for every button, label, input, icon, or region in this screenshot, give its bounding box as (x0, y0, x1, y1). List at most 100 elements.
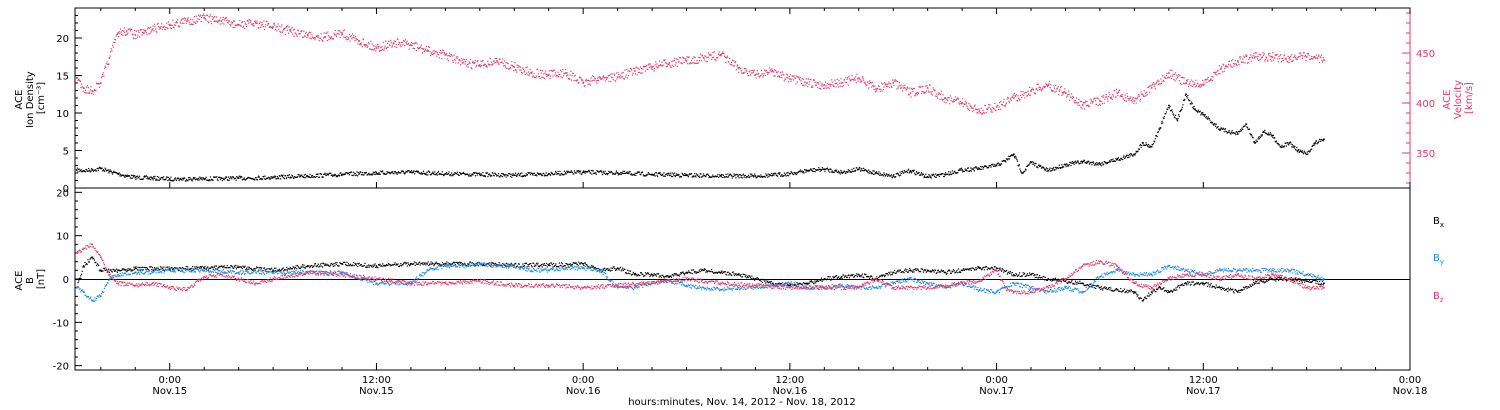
density-sample (1000, 163, 1003, 165)
density-sample (382, 170, 384, 172)
velocity-sample (241, 21, 243, 23)
velocity-sample (439, 51, 441, 54)
velocity-sample (521, 72, 523, 74)
density-sample (336, 175, 338, 177)
bx-sample (138, 266, 141, 269)
velocity-sample (198, 18, 200, 21)
density-sample (637, 171, 639, 173)
density-point (1297, 149, 1299, 152)
density-sample (916, 171, 918, 173)
velocity-sample (551, 70, 554, 72)
density-sample (1230, 131, 1233, 133)
velocity-sample (732, 59, 734, 61)
density-sample (1089, 162, 1091, 164)
density-sample (1298, 151, 1300, 153)
velocity-sample (1267, 60, 1269, 62)
density-sample (692, 175, 694, 177)
density-sample (856, 167, 858, 169)
bx-sample (262, 269, 264, 272)
bx-sample (557, 265, 559, 268)
velocity-sample (1099, 104, 1102, 106)
velocity-sample (174, 24, 176, 26)
velocity-sample (1095, 103, 1097, 105)
density-sample (831, 170, 833, 172)
velocity-sample (1162, 79, 1164, 82)
bx-sample (437, 262, 439, 265)
density-sample (682, 174, 684, 176)
density-sample (1213, 123, 1215, 125)
velocity-sample (303, 35, 306, 37)
density-sample (227, 179, 229, 181)
density-sample (908, 172, 910, 174)
bx-sample (449, 262, 451, 265)
velocity-sample (1204, 79, 1206, 81)
density-sample (871, 172, 873, 175)
velocity-sample (382, 48, 384, 50)
density-sample (167, 176, 170, 179)
velocity-point (754, 74, 757, 76)
velocity-sample (1066, 95, 1068, 97)
velocity-sample (91, 92, 93, 95)
bx-sample (535, 265, 537, 267)
velocity-sample (592, 79, 594, 82)
velocity-sample (730, 63, 732, 66)
velocity-sample (952, 101, 954, 103)
density-sample (736, 174, 738, 176)
density-sample (1232, 131, 1235, 134)
density-sample (240, 175, 242, 178)
bx-sample (384, 265, 386, 267)
density-sample (1136, 151, 1138, 153)
velocity-sample (858, 78, 860, 80)
velocity-sample (691, 62, 693, 64)
velocity-sample (79, 80, 81, 82)
velocity-sample (1045, 83, 1047, 85)
density-sample (224, 177, 227, 179)
bx-sample (482, 265, 484, 267)
velocity-sample (692, 57, 694, 60)
velocity-sample (1243, 56, 1246, 58)
velocity-point (186, 20, 188, 22)
bx-sample (503, 264, 505, 266)
velocity-sample (764, 74, 766, 77)
density-sample (307, 176, 309, 178)
density-sample (618, 173, 621, 175)
bx-sample (285, 269, 287, 271)
density-sample (1074, 160, 1076, 162)
density-sample (1135, 150, 1137, 152)
bx-sample (625, 272, 627, 274)
density-sample (579, 172, 581, 174)
density-sample (202, 177, 204, 179)
density-sample (308, 175, 310, 178)
velocity-sample (589, 84, 592, 86)
density-sample (641, 171, 643, 173)
velocity-sample (541, 70, 544, 72)
bx-sample (320, 265, 322, 267)
velocity-sample (115, 39, 117, 41)
velocity-sample (939, 93, 942, 95)
bx-sample (98, 264, 100, 267)
density-sample (600, 170, 602, 172)
velocity-sample (258, 27, 260, 29)
velocity-sample (1113, 90, 1115, 92)
velocity-sample (948, 97, 950, 99)
density-sample (662, 173, 664, 175)
velocity-sample (78, 79, 80, 81)
density-sample (1190, 103, 1192, 105)
velocity-sample (522, 67, 524, 69)
density-sample (597, 170, 599, 172)
bx-sample (469, 261, 471, 263)
density-sample (1269, 132, 1271, 134)
velocity-sample (922, 91, 924, 93)
time-tick-label: 12:00 (775, 375, 804, 386)
velocity-sample (178, 25, 180, 28)
velocity-sample (531, 71, 533, 73)
density-sample (464, 174, 466, 176)
velocity-sample (546, 74, 549, 76)
velocity-sample (1260, 57, 1262, 59)
density-sample (441, 171, 443, 173)
density-sample (694, 173, 696, 175)
density-sample (1076, 161, 1078, 163)
velocity-sample (433, 50, 435, 52)
velocity-sample (868, 87, 870, 89)
velocity-sample (476, 60, 478, 63)
